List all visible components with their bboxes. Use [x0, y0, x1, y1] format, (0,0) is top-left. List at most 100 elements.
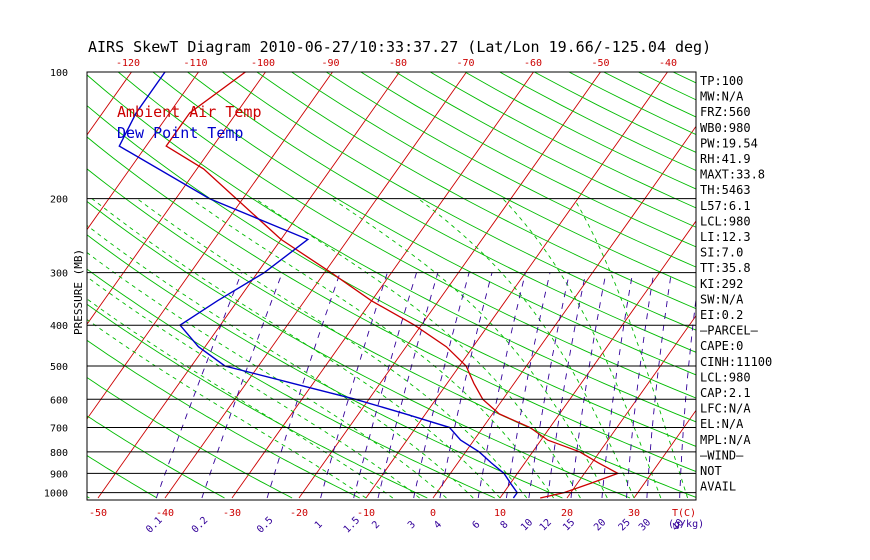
- index-line: MW:N/A: [700, 90, 744, 104]
- index-line: —WIND—: [700, 448, 744, 462]
- mixing-ratio-tick-label: 1: [313, 519, 325, 531]
- y-axis-label: PRESSURE (MB): [72, 249, 85, 335]
- dry-adiabat-line: [152, 72, 696, 376]
- dry-adiabat-line: [256, 72, 696, 310]
- moist-adiabat-line: [87, 252, 447, 499]
- index-line: MAXT:33.8: [700, 168, 765, 182]
- pressure-tick-label: 800: [50, 448, 68, 459]
- index-line: WB0:980: [700, 121, 751, 135]
- moist-adiabat-line: [331, 198, 608, 499]
- top-temp-tick-label: -80: [389, 58, 407, 69]
- series-layer: [118, 72, 620, 499]
- bottom-temp-tick-label: -10: [357, 508, 375, 519]
- moist-adiabat-line: [87, 318, 367, 499]
- isotherm-line: [768, 72, 870, 498]
- pressure-tick-label: 900: [50, 469, 68, 480]
- index-line: LCL:980: [700, 214, 751, 228]
- bottom-temp-tick-label: 0: [430, 508, 436, 519]
- mixing-ratio-tick-label: 30: [637, 517, 653, 533]
- bottom-temp-tick-label: 30: [628, 508, 640, 519]
- dry-adiabat-line: [87, 136, 696, 472]
- index-line: CAPE:0: [700, 339, 743, 353]
- pressure-tick-label: 200: [50, 195, 68, 206]
- index-line: —PARCEL—: [700, 324, 759, 338]
- index-line: SW:N/A: [700, 292, 744, 306]
- dry-adiabat-line: [87, 234, 563, 499]
- top-temp-tick-labels: -120 -110 -100 -90 -80 -70 -60 -50 -40: [116, 58, 677, 69]
- top-temp-tick-label: -90: [321, 58, 339, 69]
- index-line: L57:6.1: [700, 199, 751, 213]
- mixing-ratio-tick-label: 0.2: [190, 515, 211, 536]
- mixing-ratio-tick-label: 12: [538, 517, 554, 533]
- top-temp-tick-label: -120: [116, 58, 140, 69]
- index-line: LCL:980: [700, 370, 751, 384]
- moist-adiabat-line: [573, 198, 689, 499]
- pressure-tick-label: 600: [50, 395, 68, 406]
- index-line: PW:19.54: [700, 136, 758, 150]
- mixing-ratio-line: [320, 272, 388, 499]
- bottom-temp-tick-label: -50: [89, 508, 107, 519]
- legend-dew-label: Dew Point Temp: [117, 124, 243, 142]
- top-temp-tick-label: -60: [524, 58, 542, 69]
- plot-area: [0, 71, 870, 501]
- ambient-temp-line: [165, 72, 620, 499]
- grid-layer: [0, 72, 870, 499]
- pressure-tick-label: 500: [50, 362, 68, 373]
- isotherm-line: [87, 72, 199, 231]
- top-temp-tick-label: -100: [251, 58, 275, 69]
- moist-adiabat-line: [136, 198, 528, 499]
- dry-adiabat-line: [87, 303, 428, 499]
- pressure-tick-label: 100: [50, 68, 68, 79]
- index-line: SI:7.0: [700, 246, 743, 260]
- moist-adiabat-line: [254, 198, 581, 499]
- pressure-tick-label: 1000: [44, 489, 68, 500]
- dry-adiabat-line: [87, 339, 360, 499]
- top-temp-tick-label: -110: [183, 58, 207, 69]
- dry-adiabat-line: [221, 72, 696, 331]
- dew-point-line: [118, 72, 519, 499]
- pressure-tick-labels: 100 200 300 400 500 600 700 800 900 1000: [44, 68, 68, 500]
- dry-adiabat-line: [326, 72, 696, 268]
- dry-adiabat-line: [395, 72, 696, 228]
- mixing-ratio-line: [155, 272, 243, 499]
- index-line: FRZ:560: [700, 105, 751, 119]
- index-line: LI:12.3: [700, 230, 751, 244]
- index-line: AVAIL: [700, 480, 736, 494]
- index-line: TP:100: [700, 74, 743, 88]
- bottom-temp-tick-label: 20: [561, 508, 573, 519]
- top-temp-tick-label: -70: [456, 58, 474, 69]
- mixing-ratio-tick-label: 3: [406, 519, 418, 531]
- mixing-ratio-line: [266, 272, 341, 499]
- mixing-ratio-tick-label: 6: [470, 519, 482, 531]
- dry-adiabat-line: [87, 105, 696, 447]
- isotherm-line: [87, 72, 266, 325]
- mixing-ratio-line: [439, 272, 493, 499]
- mixing-ratio-tick-label: 25: [617, 517, 633, 533]
- bottom-temp-tick-label: -40: [156, 508, 174, 519]
- legend-temp-label: Ambient Air Temp: [117, 103, 262, 121]
- mixing-ratio-line: [377, 272, 439, 499]
- moist-adiabat-line: [190, 198, 554, 499]
- mixing-ratio-tick-label: 0.5: [255, 515, 276, 536]
- dry-adiabat-line: [87, 200, 631, 499]
- pressure-tick-label: 300: [50, 269, 68, 280]
- bottom-temp-tick-label: -20: [290, 508, 308, 519]
- moist-adiabat-line: [87, 224, 474, 499]
- top-temp-tick-label: -40: [659, 58, 677, 69]
- mixing-ratio-tick-label: 2: [370, 519, 382, 531]
- dry-adiabat-line: [360, 72, 696, 248]
- pressure-tick-label: 700: [50, 423, 68, 434]
- mixing-ratio-unit: (g/kg): [668, 519, 704, 530]
- mixing-ratio-line: [353, 272, 417, 499]
- index-line: KI:292: [700, 277, 743, 291]
- index-line: CINH:11100: [700, 355, 772, 369]
- index-line: TH:5463: [700, 183, 751, 197]
- index-line: LFC:N/A: [700, 402, 751, 416]
- dry-adiabat-line: [87, 268, 495, 499]
- dry-adiabat-line: [187, 72, 696, 353]
- legend: Ambient Air Temp Dew Point Temp: [117, 103, 262, 142]
- dry-adiabat-line: [0, 72, 22, 498]
- mixing-ratio-tick-label: 20: [592, 517, 608, 533]
